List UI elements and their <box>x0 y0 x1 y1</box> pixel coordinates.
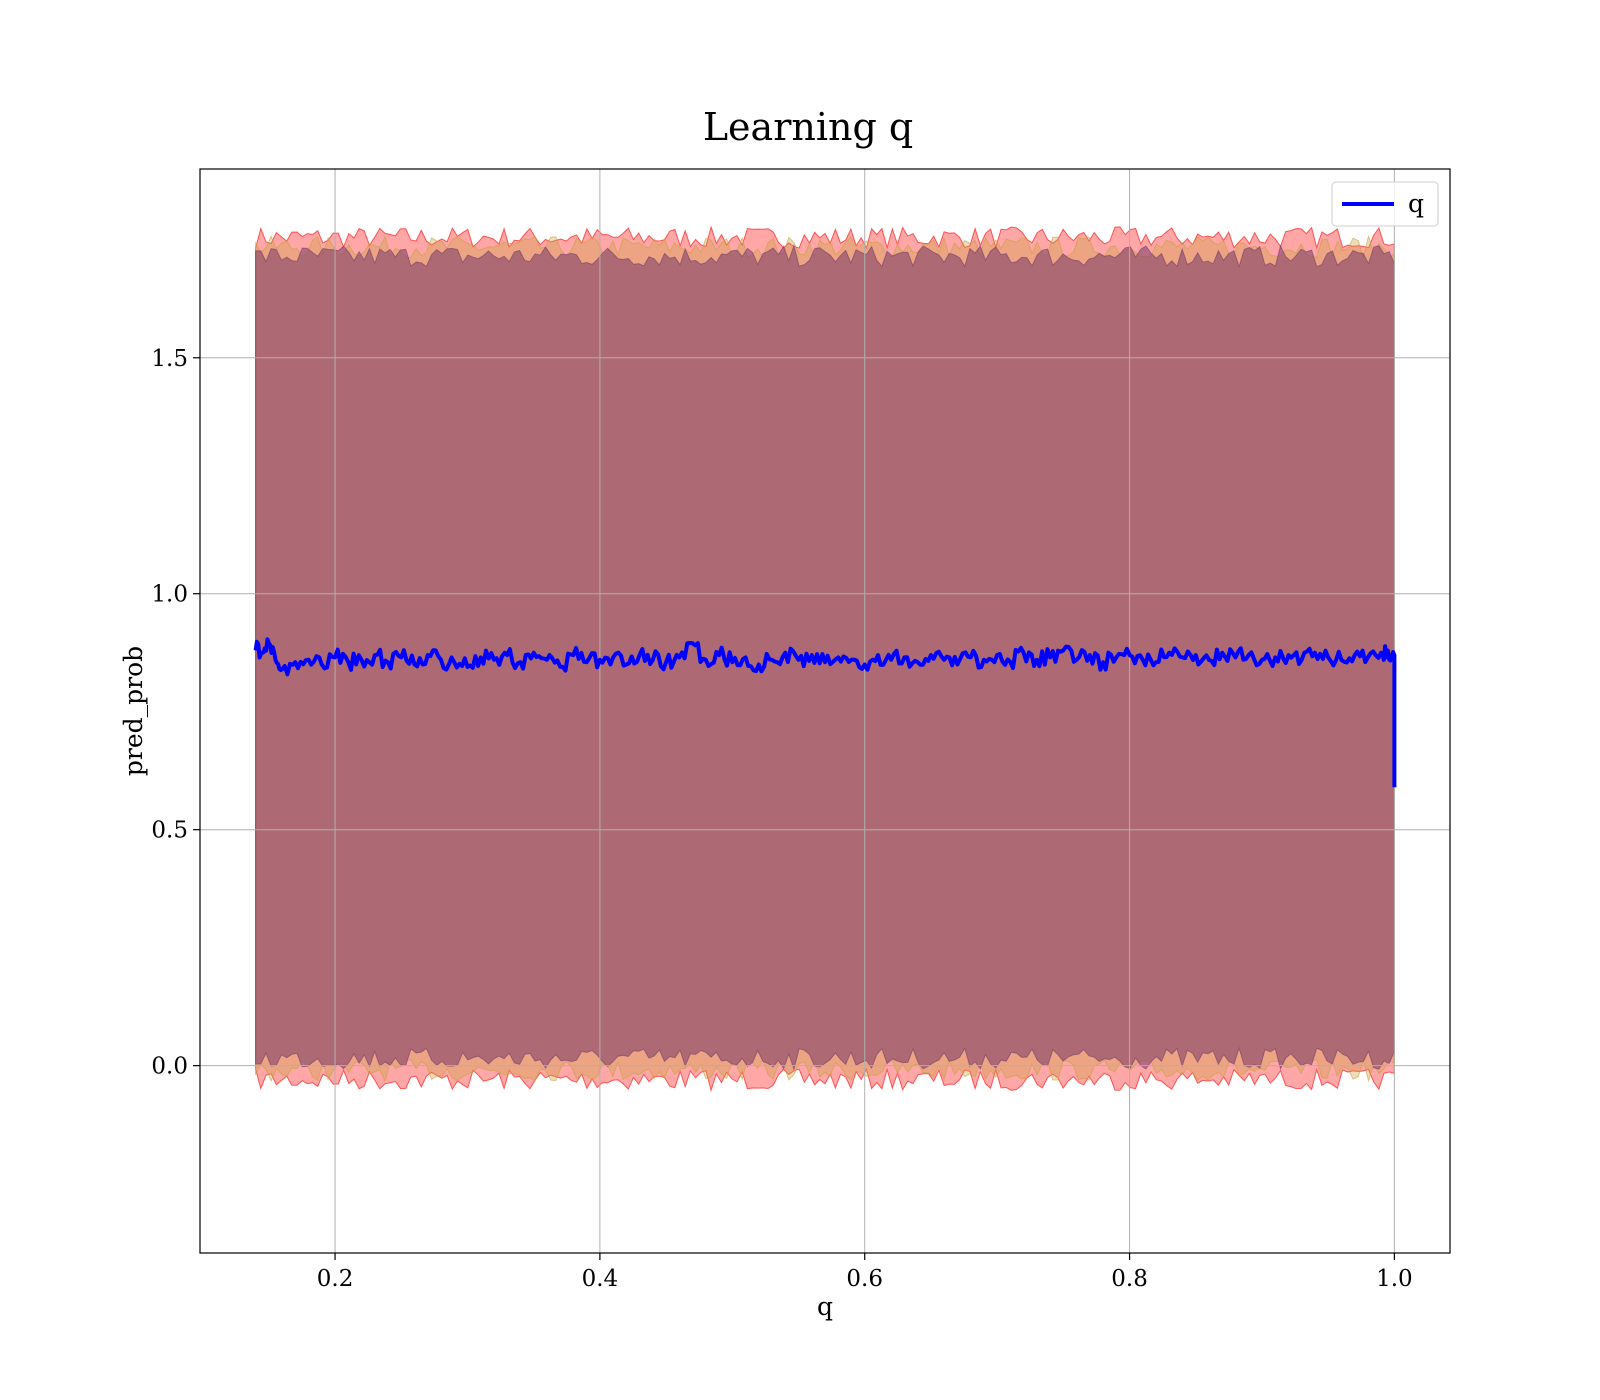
y-tick-label-3: 1.5 <box>151 346 188 372</box>
plot-area: 0.2 0.4 0.6 0.8 1.0 0.0 0.5 1.0 1.5 <box>151 168 1451 1292</box>
x-tick-label-4: 1.0 <box>1376 1266 1413 1292</box>
grid-lines <box>200 169 1450 1253</box>
y-tick-label-1: 0.5 <box>151 818 188 844</box>
legend: q <box>1331 181 1439 227</box>
series-line-q <box>253 637 1397 788</box>
y-axis-label: pred_prob <box>119 646 148 776</box>
axis-ticks: 0.2 0.4 0.6 0.8 1.0 0.0 0.5 1.0 1.5 <box>151 346 1412 1292</box>
y-tick-label-2: 1.0 <box>151 582 188 608</box>
x-tick-label-2: 0.6 <box>846 1266 883 1292</box>
series-lines <box>253 637 1397 788</box>
x-tick-label-1: 0.4 <box>582 1266 619 1292</box>
x-tick-label-0: 0.2 <box>317 1266 354 1292</box>
legend-entry-q: q <box>1408 189 1424 218</box>
x-tick-label-3: 0.8 <box>1111 1266 1148 1292</box>
chart-title: Learning q <box>703 105 913 149</box>
y-tick-label-0: 0.0 <box>151 1054 188 1080</box>
x-axis-label: q <box>817 1292 833 1321</box>
axes-frame <box>199 168 1451 1254</box>
